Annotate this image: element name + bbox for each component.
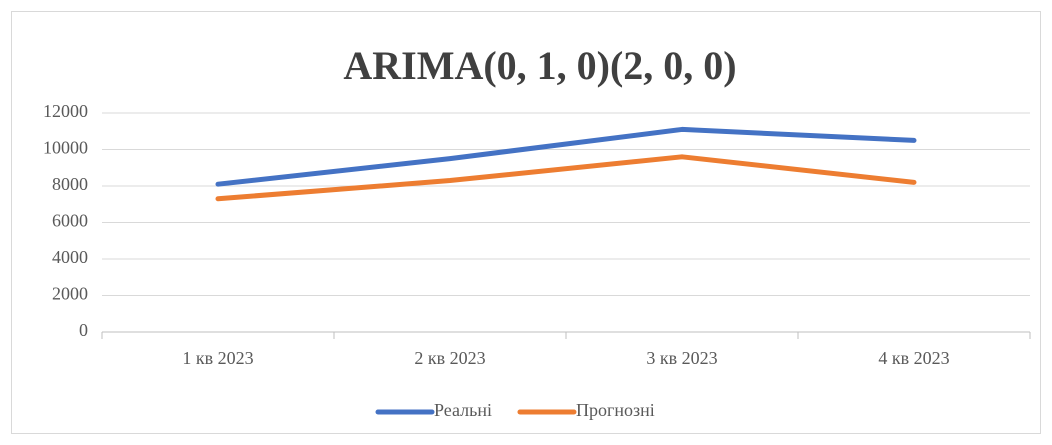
legend-label: Прогнозні: [576, 400, 655, 420]
series-line: [215, 154, 917, 202]
x-tick-label: 4 кв 2023: [878, 348, 949, 368]
x-tick-label: 2 кв 2023: [414, 348, 485, 368]
y-tick-label: 10000: [43, 138, 88, 158]
y-tick-label: 6000: [52, 211, 88, 231]
y-tick-label: 2000: [52, 284, 88, 304]
x-tick-label: 1 кв 2023: [182, 348, 253, 368]
legend-label: Реальні: [434, 400, 492, 420]
y-tick-label: 4000: [52, 247, 88, 267]
y-tick-label: 0: [79, 320, 88, 340]
chart-title: ARIMA(0, 1, 0)(2, 0, 0): [343, 43, 736, 88]
series-line: [215, 126, 917, 187]
y-tick-label: 8000: [52, 174, 88, 194]
y-tick-label: 12000: [43, 101, 88, 121]
x-tick-label: 3 кв 2023: [646, 348, 717, 368]
